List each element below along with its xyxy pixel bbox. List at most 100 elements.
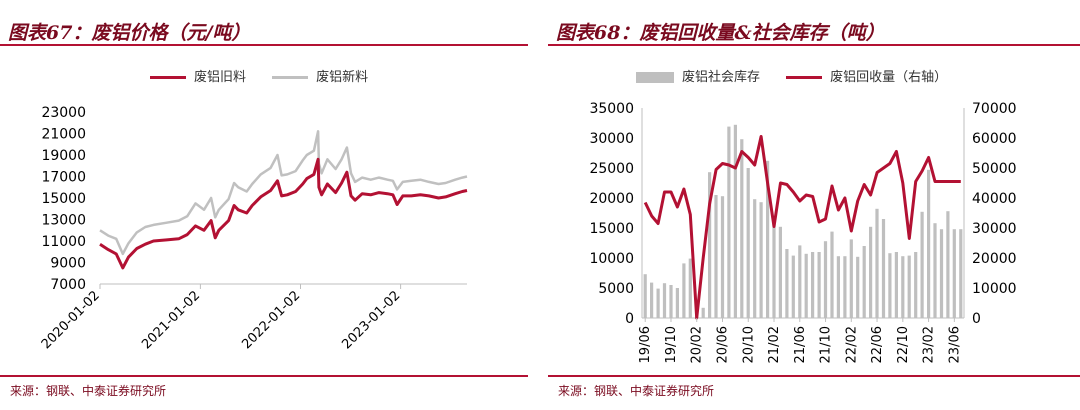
inventory-bar — [811, 252, 815, 318]
y-tick-label: 17000 — [41, 170, 86, 186]
x-tick-label: 20/10 — [741, 326, 756, 363]
inventory-bar — [656, 288, 660, 318]
x-tick-label: 21/06 — [793, 326, 808, 363]
inventory-bar — [701, 307, 705, 318]
inventory-bar — [869, 226, 873, 318]
left-y-tick-label: 15000 — [589, 221, 634, 237]
left-y-tick-label: 30000 — [589, 131, 634, 147]
x-tick-label: 22/10 — [896, 326, 911, 363]
inventory-bar — [675, 288, 679, 318]
left-y-tick-label: 25000 — [589, 161, 634, 177]
right-legend: 废铝社会库存 废铝回收量（右轴） — [636, 66, 969, 85]
inventory-bar — [778, 226, 782, 318]
y-tick-label: 23000 — [41, 105, 86, 121]
x-tick-label: 20/06 — [716, 326, 731, 363]
inventory-bar — [682, 263, 686, 318]
right-y-tick-label: 60000 — [972, 131, 1017, 147]
x-tick-label: 21/10 — [819, 326, 834, 363]
left-chart-panel: 图表67：废铝价格（元/吨） 废铝旧料 废铝新料 7000 9000 11000 13… — [0, 0, 528, 410]
inventory-bar — [791, 255, 795, 318]
x-tick-label: 19/10 — [664, 326, 679, 363]
legend-label-inventory: 废铝社会库存 — [682, 70, 761, 85]
x-tick-label: 22/02 — [844, 326, 859, 363]
legend-label-old-scrap: 废铝旧料 — [194, 70, 247, 85]
legend-swatch-inventory — [636, 72, 674, 83]
left-legend: 废铝旧料 废铝新料 — [150, 66, 390, 85]
inventory-bar — [708, 172, 712, 318]
left-source-rule — [0, 375, 528, 377]
x-tick-label: 2022-01-02 — [239, 288, 303, 352]
inventory-bar — [650, 282, 654, 318]
legend-swatch-new-scrap — [272, 76, 309, 79]
inventory-bar — [894, 252, 898, 318]
right-chart-panel: 图表68：废铝回收量&社会库存（吨） 废铝社会库存 废铝回收量（右轴） 0 500… — [548, 0, 1080, 410]
inventory-bar — [688, 258, 692, 318]
right-y-tick-label: 40000 — [972, 191, 1017, 207]
x-tick-label: 23/02 — [922, 326, 937, 363]
right-source-rule — [548, 375, 1080, 377]
inventory-bar — [772, 222, 776, 318]
inventory-bar — [939, 229, 944, 318]
right-source-note: 来源：钢联、中泰证券研究所 — [558, 384, 715, 398]
inventory-bar — [875, 208, 879, 318]
left-y-tick-label: 0 — [625, 311, 634, 327]
legend-label-new-scrap: 废铝新料 — [316, 70, 369, 85]
y-tick-label: 9000 — [50, 256, 86, 272]
x-tick-label: 19/06 — [638, 326, 653, 363]
legend-item-inventory: 废铝社会库存 — [636, 66, 760, 85]
inventory-bar — [920, 211, 924, 318]
inventory-bar — [888, 253, 892, 318]
inventory-bar — [823, 241, 828, 318]
legend-item-recovery: 废铝回收量（右轴） — [786, 66, 947, 85]
series-line-old-scrap — [99, 157, 468, 270]
inventory-bar — [785, 249, 789, 318]
inventory-bar — [753, 199, 757, 318]
inventory-bar — [914, 252, 918, 318]
recovery-volume-line — [643, 135, 961, 320]
left-price-chart: 7000 9000 11000 13000 15000 17000 19000 21000 23… — [39, 105, 468, 352]
right-title-rule — [548, 44, 1080, 46]
inventory-bar — [720, 196, 725, 318]
inventory-bar — [881, 219, 886, 318]
inventory-bar — [714, 195, 718, 318]
series-line-new-scrap — [99, 130, 468, 256]
right-y-tick-label: 20000 — [972, 251, 1017, 267]
inventory-bar — [843, 256, 847, 318]
inventory-bar — [766, 160, 770, 318]
y-tick-label: 11000 — [41, 234, 86, 250]
inventory-bar — [836, 256, 840, 318]
inventory-bar — [804, 253, 808, 318]
inventory-bar — [669, 285, 673, 318]
inventory-bar — [901, 256, 905, 318]
left-y-tick-label: 5000 — [598, 281, 634, 297]
right-y-tick-label: 70000 — [972, 101, 1017, 117]
x-tick-label: 23/06 — [947, 326, 962, 363]
inventory-bar — [933, 223, 937, 318]
inventory-bar — [643, 274, 647, 318]
left-source-note: 来源：钢联、中泰证券研究所 — [10, 384, 167, 398]
y-tick-label: 7000 — [50, 277, 86, 293]
inventory-bar — [746, 168, 750, 318]
inventory-bar — [830, 231, 834, 318]
left-chart-title: 图表67：废铝价格（元/吨） — [8, 22, 251, 44]
inventory-bar — [727, 126, 731, 318]
right-chart-title: 图表68：废铝回收量&社会库存（吨） — [556, 22, 885, 44]
inventory-bar — [733, 124, 737, 318]
y-tick-label: 19000 — [41, 148, 86, 164]
legend-label-recovery: 废铝回收量（右轴） — [830, 70, 948, 85]
right-y-tick-label: 10000 — [972, 281, 1017, 297]
legend-item-old-scrap: 废铝旧料 — [150, 66, 246, 85]
inventory-bar — [927, 169, 931, 318]
inventory-bar — [759, 202, 763, 318]
right-y-tick-label: 30000 — [972, 221, 1017, 237]
inventory-bar — [798, 245, 802, 318]
inventory-bar — [959, 229, 963, 318]
legend-item-new-scrap: 废铝新料 — [272, 66, 368, 85]
inventory-bar — [849, 239, 853, 318]
inventory-bar — [740, 139, 744, 318]
inventory-bar — [952, 229, 956, 318]
inventory-bar — [662, 283, 667, 318]
inventory-bar — [856, 256, 860, 318]
right-y-tick-label: 0 — [972, 311, 981, 327]
x-tick-label: 2020-01-02 — [39, 288, 103, 352]
